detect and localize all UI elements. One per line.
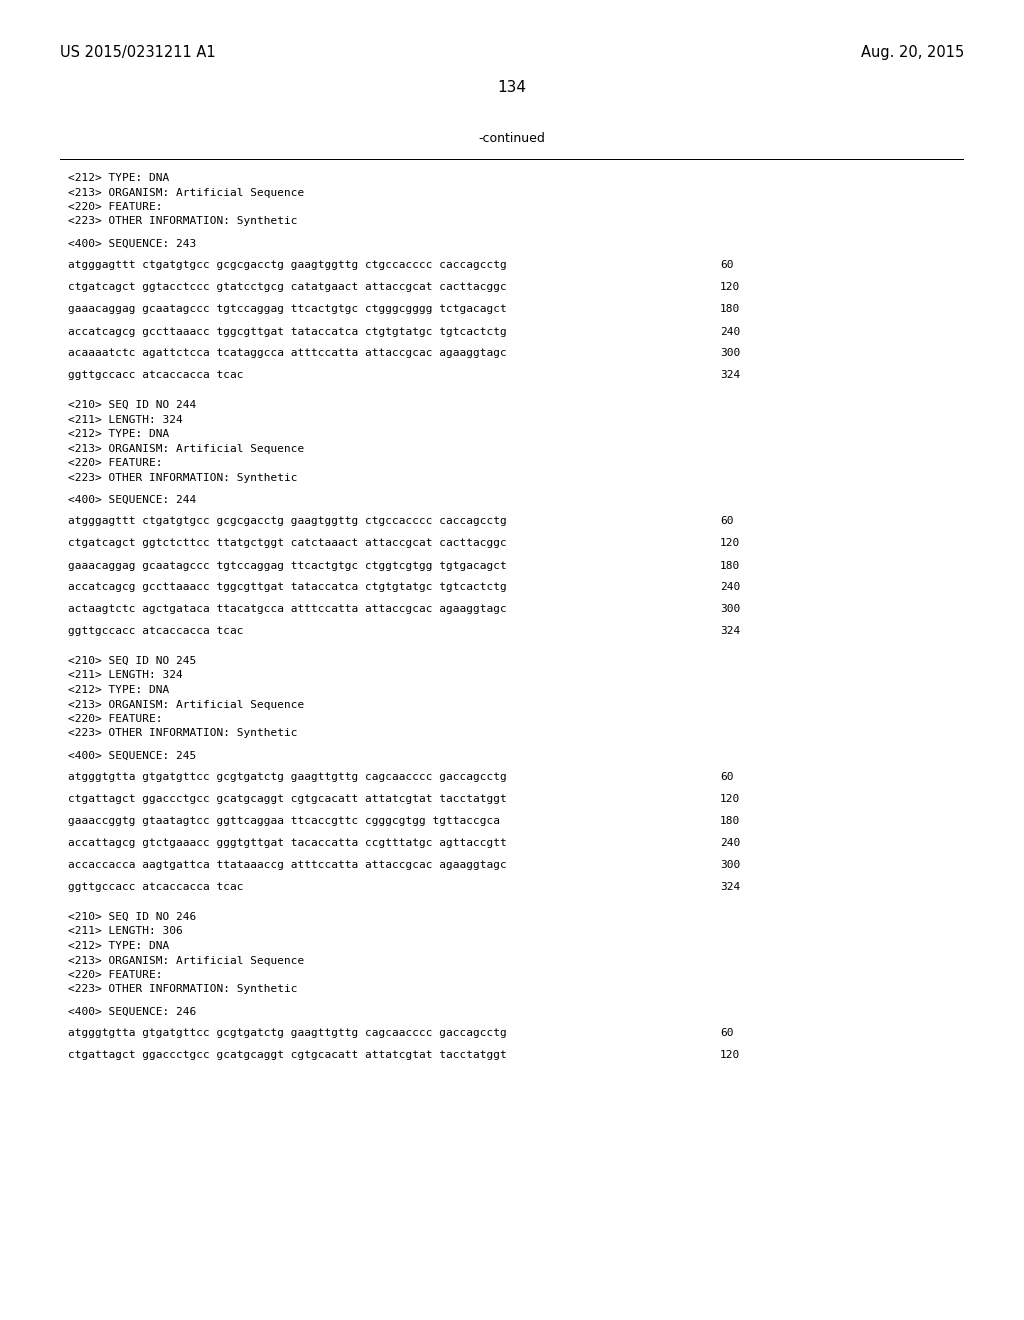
- Text: <212> TYPE: DNA: <212> TYPE: DNA: [68, 173, 169, 183]
- Text: 120: 120: [720, 282, 740, 293]
- Text: <223> OTHER INFORMATION: Synthetic: <223> OTHER INFORMATION: Synthetic: [68, 985, 298, 994]
- Text: 240: 240: [720, 326, 740, 337]
- Text: gaaaccggtg gtaatagtcc ggttcaggaa ttcaccgttc cgggcgtgg tgttaccgca: gaaaccggtg gtaatagtcc ggttcaggaa ttcaccg…: [68, 817, 500, 826]
- Text: 134: 134: [498, 81, 526, 95]
- Text: accattagcg gtctgaaacc gggtgttgat tacaccatta ccgtttatgc agttaccgtt: accattagcg gtctgaaacc gggtgttgat tacacca…: [68, 838, 507, 849]
- Text: accaccacca aagtgattca ttataaaccg atttccatta attaccgcac agaaggtagc: accaccacca aagtgattca ttataaaccg atttcca…: [68, 861, 507, 870]
- Text: gaaacaggag gcaatagccc tgtccaggag ttcactgtgc ctgggcgggg tctgacagct: gaaacaggag gcaatagccc tgtccaggag ttcactg…: [68, 305, 507, 314]
- Text: <211> LENGTH: 324: <211> LENGTH: 324: [68, 414, 182, 425]
- Text: 120: 120: [720, 539, 740, 549]
- Text: ctgattagct ggaccctgcc gcatgcaggt cgtgcacatt attatcgtat tacctatggt: ctgattagct ggaccctgcc gcatgcaggt cgtgcac…: [68, 1051, 507, 1060]
- Text: 324: 324: [720, 883, 740, 892]
- Text: <220> FEATURE:: <220> FEATURE:: [68, 970, 163, 979]
- Text: <213> ORGANISM: Artificial Sequence: <213> ORGANISM: Artificial Sequence: [68, 700, 304, 710]
- Text: 324: 324: [720, 371, 740, 380]
- Text: acaaaatctc agattctcca tcataggcca atttccatta attaccgcac agaaggtagc: acaaaatctc agattctcca tcataggcca atttcca…: [68, 348, 507, 359]
- Text: 60: 60: [720, 1028, 733, 1039]
- Text: 120: 120: [720, 795, 740, 804]
- Text: accatcagcg gccttaaacc tggcgttgat tataccatca ctgtgtatgc tgtcactctg: accatcagcg gccttaaacc tggcgttgat tatacca…: [68, 582, 507, 593]
- Text: 240: 240: [720, 838, 740, 849]
- Text: actaagtctc agctgataca ttacatgcca atttccatta attaccgcac agaaggtagc: actaagtctc agctgataca ttacatgcca atttcca…: [68, 605, 507, 615]
- Text: <213> ORGANISM: Artificial Sequence: <213> ORGANISM: Artificial Sequence: [68, 956, 304, 965]
- Text: <210> SEQ ID NO 246: <210> SEQ ID NO 246: [68, 912, 197, 921]
- Text: -continued: -continued: [478, 132, 546, 144]
- Text: 300: 300: [720, 348, 740, 359]
- Text: 180: 180: [720, 817, 740, 826]
- Text: <223> OTHER INFORMATION: Synthetic: <223> OTHER INFORMATION: Synthetic: [68, 729, 298, 738]
- Text: <223> OTHER INFORMATION: Synthetic: <223> OTHER INFORMATION: Synthetic: [68, 473, 298, 483]
- Text: 300: 300: [720, 605, 740, 615]
- Text: <400> SEQUENCE: 245: <400> SEQUENCE: 245: [68, 751, 197, 760]
- Text: US 2015/0231211 A1: US 2015/0231211 A1: [60, 45, 216, 59]
- Text: accatcagcg gccttaaacc tggcgttgat tataccatca ctgtgtatgc tgtcactctg: accatcagcg gccttaaacc tggcgttgat tatacca…: [68, 326, 507, 337]
- Text: <220> FEATURE:: <220> FEATURE:: [68, 714, 163, 723]
- Text: 60: 60: [720, 260, 733, 271]
- Text: <213> ORGANISM: Artificial Sequence: <213> ORGANISM: Artificial Sequence: [68, 444, 304, 454]
- Text: 60: 60: [720, 516, 733, 527]
- Text: <211> LENGTH: 306: <211> LENGTH: 306: [68, 927, 182, 936]
- Text: 300: 300: [720, 861, 740, 870]
- Text: 180: 180: [720, 305, 740, 314]
- Text: <210> SEQ ID NO 244: <210> SEQ ID NO 244: [68, 400, 197, 411]
- Text: atgggagttt ctgatgtgcc gcgcgacctg gaagtggttg ctgccacccc caccagcctg: atgggagttt ctgatgtgcc gcgcgacctg gaagtgg…: [68, 516, 507, 527]
- Text: <212> TYPE: DNA: <212> TYPE: DNA: [68, 685, 169, 696]
- Text: ctgatcagct ggtacctccc gtatcctgcg catatgaact attaccgcat cacttacggc: ctgatcagct ggtacctccc gtatcctgcg catatga…: [68, 282, 507, 293]
- Text: 240: 240: [720, 582, 740, 593]
- Text: <220> FEATURE:: <220> FEATURE:: [68, 202, 163, 213]
- Text: 60: 60: [720, 772, 733, 783]
- Text: <212> TYPE: DNA: <212> TYPE: DNA: [68, 429, 169, 440]
- Text: <211> LENGTH: 324: <211> LENGTH: 324: [68, 671, 182, 681]
- Text: <220> FEATURE:: <220> FEATURE:: [68, 458, 163, 469]
- Text: <400> SEQUENCE: 244: <400> SEQUENCE: 244: [68, 495, 197, 504]
- Text: atgggagttt ctgatgtgcc gcgcgacctg gaagtggttg ctgccacccc caccagcctg: atgggagttt ctgatgtgcc gcgcgacctg gaagtgg…: [68, 260, 507, 271]
- Text: <400> SEQUENCE: 243: <400> SEQUENCE: 243: [68, 239, 197, 248]
- Text: 120: 120: [720, 1051, 740, 1060]
- Text: <212> TYPE: DNA: <212> TYPE: DNA: [68, 941, 169, 950]
- Text: <223> OTHER INFORMATION: Synthetic: <223> OTHER INFORMATION: Synthetic: [68, 216, 298, 227]
- Text: 324: 324: [720, 627, 740, 636]
- Text: ggttgccacc atcaccacca tcac: ggttgccacc atcaccacca tcac: [68, 627, 244, 636]
- Text: <213> ORGANISM: Artificial Sequence: <213> ORGANISM: Artificial Sequence: [68, 187, 304, 198]
- Text: <210> SEQ ID NO 245: <210> SEQ ID NO 245: [68, 656, 197, 667]
- Text: atgggtgtta gtgatgttcc gcgtgatctg gaagttgttg cagcaacccc gaccagcctg: atgggtgtta gtgatgttcc gcgtgatctg gaagttg…: [68, 1028, 507, 1039]
- Text: ggttgccacc atcaccacca tcac: ggttgccacc atcaccacca tcac: [68, 883, 244, 892]
- Text: gaaacaggag gcaatagccc tgtccaggag ttcactgtgc ctggtcgtgg tgtgacagct: gaaacaggag gcaatagccc tgtccaggag ttcactg…: [68, 561, 507, 570]
- Text: ctgattagct ggaccctgcc gcatgcaggt cgtgcacatt attatcgtat tacctatggt: ctgattagct ggaccctgcc gcatgcaggt cgtgcac…: [68, 795, 507, 804]
- Text: Aug. 20, 2015: Aug. 20, 2015: [861, 45, 964, 59]
- Text: 180: 180: [720, 561, 740, 570]
- Text: ctgatcagct ggtctcttcc ttatgctggt catctaaact attaccgcat cacttacggc: ctgatcagct ggtctcttcc ttatgctggt catctaa…: [68, 539, 507, 549]
- Text: <400> SEQUENCE: 246: <400> SEQUENCE: 246: [68, 1006, 197, 1016]
- Text: atgggtgtta gtgatgttcc gcgtgatctg gaagttgttg cagcaacccc gaccagcctg: atgggtgtta gtgatgttcc gcgtgatctg gaagttg…: [68, 772, 507, 783]
- Text: ggttgccacc atcaccacca tcac: ggttgccacc atcaccacca tcac: [68, 371, 244, 380]
